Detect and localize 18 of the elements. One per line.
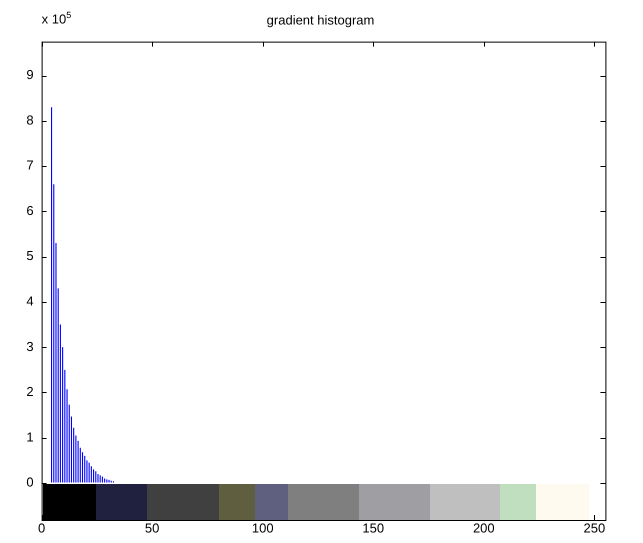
y-tick-label: 1 [26, 429, 34, 444]
x-tick-label: 100 [252, 520, 274, 536]
y-tick-label: 9 [26, 67, 34, 82]
x-tick-label: 200 [472, 520, 495, 536]
chart-title: gradient histogram [266, 12, 374, 28]
x-tick-label: 50 [144, 520, 160, 536]
y-tick-label: 6 [26, 202, 34, 218]
x-tick-label: 150 [362, 520, 384, 536]
x-tick-label: 0 [38, 520, 46, 536]
y-tick-label: 8 [26, 112, 34, 128]
y-tick-label: 2 [26, 384, 34, 400]
x-tick-label: 250 [583, 520, 606, 536]
y-tick-label: 5 [26, 248, 34, 264]
y-tick-label: 0 [26, 474, 34, 490]
y-tick-label: 3 [26, 338, 34, 354]
text: x 10$^{5}$ [42, 10, 72, 26]
y-tick-label: 4 [26, 293, 34, 308]
y-tick-label: 7 [26, 158, 34, 173]
